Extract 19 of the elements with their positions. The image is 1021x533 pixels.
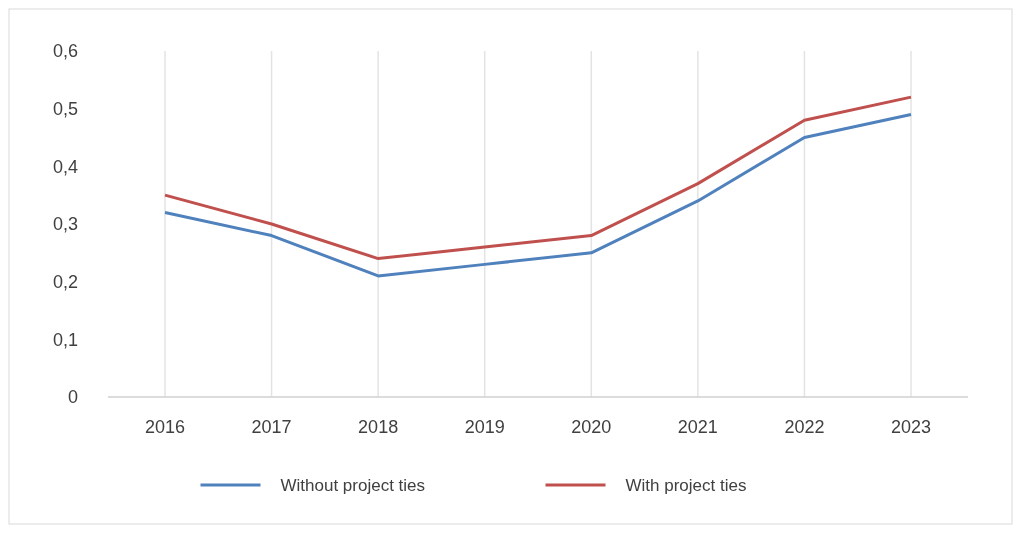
y-tick-label: 0,4: [52, 156, 78, 177]
x-tick-label: 2016: [144, 417, 186, 437]
x-tick-label: 2017: [251, 417, 292, 437]
x-tick-label: 2020: [571, 417, 612, 437]
x-tick-label: 2021: [677, 417, 718, 437]
legend-label: With project ties: [625, 475, 747, 495]
line-series: [163, 95, 913, 261]
line-series: [163, 112, 913, 278]
x-tick-label: 2023: [890, 417, 932, 437]
legend-label: Without project ties: [280, 475, 426, 495]
y-tick-label: 0,5: [52, 98, 78, 119]
y-tick-label: 0,2: [52, 271, 78, 292]
x-tick-label: 2018: [358, 417, 399, 437]
y-tick-label: 0: [67, 387, 78, 408]
y-tick-label: 0,3: [52, 214, 78, 235]
x-tick-label: 2022: [784, 417, 825, 437]
x-tick-label: 2019: [464, 417, 505, 437]
y-tick-label: 0,1: [52, 329, 78, 350]
y-tick-label: 0,6: [52, 41, 78, 62]
